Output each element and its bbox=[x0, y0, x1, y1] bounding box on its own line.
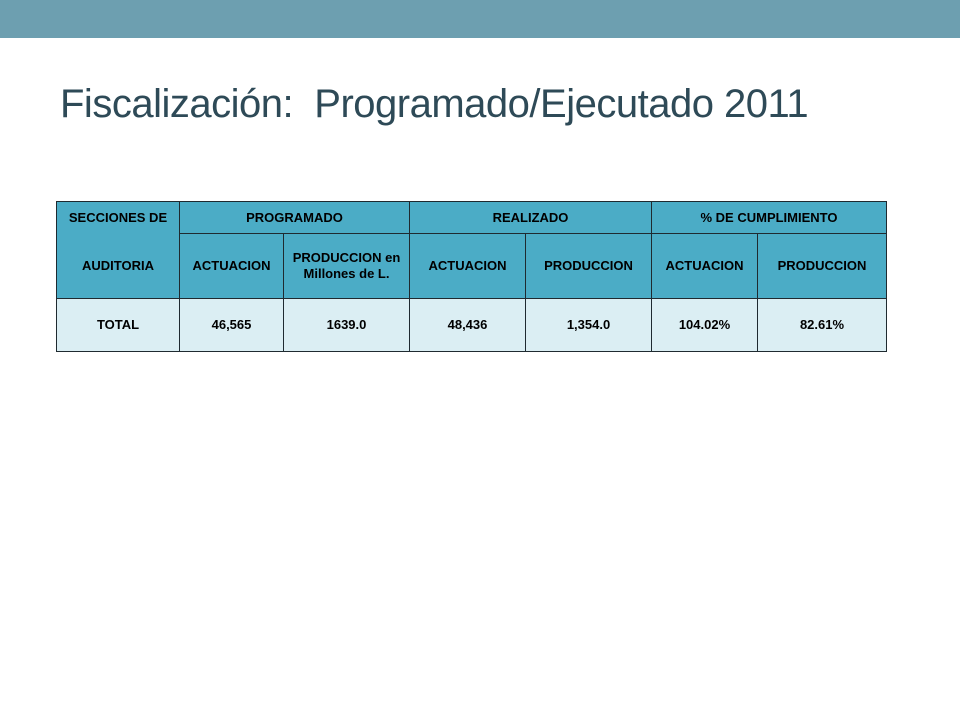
header-real-actuacion: ACTUACION bbox=[409, 233, 526, 299]
table-row-total: TOTAL 46,565 1639.0 48,436 1,354.0 104.0… bbox=[56, 298, 887, 352]
header-row-top: SECCIONES DE PROGRAMADO REALIZADO % DE C… bbox=[56, 201, 887, 234]
header-row-sub: AUDITORIA ACTUACION PRODUCCION en Millon… bbox=[56, 233, 887, 299]
header-programado: PROGRAMADO bbox=[179, 201, 410, 234]
header-cumplimiento: % DE CUMPLIMIENTO bbox=[651, 201, 887, 234]
total-label: TOTAL bbox=[56, 298, 180, 352]
header-cump-produccion: PRODUCCION bbox=[757, 233, 887, 299]
total-real-produccion: 1,354.0 bbox=[525, 298, 652, 352]
header-secciones: SECCIONES DE bbox=[56, 201, 180, 234]
header-prog-produccion: PRODUCCION en Millones de L. bbox=[283, 233, 410, 299]
top-accent-band bbox=[0, 0, 960, 38]
total-prog-produccion: 1639.0 bbox=[283, 298, 410, 352]
total-cump-actuacion: 104.02% bbox=[651, 298, 758, 352]
total-cump-produccion: 82.61% bbox=[757, 298, 887, 352]
slide-title: Fiscalización: Programado/Ejecutado 2011 bbox=[60, 82, 809, 126]
total-real-actuacion: 48,436 bbox=[409, 298, 526, 352]
fiscalization-table: SECCIONES DE PROGRAMADO REALIZADO % DE C… bbox=[56, 201, 887, 352]
header-cump-actuacion: ACTUACION bbox=[651, 233, 758, 299]
header-prog-actuacion: ACTUACION bbox=[179, 233, 284, 299]
total-prog-actuacion: 46,565 bbox=[179, 298, 284, 352]
header-auditoria: AUDITORIA bbox=[56, 233, 180, 299]
header-realizado: REALIZADO bbox=[409, 201, 652, 234]
header-real-produccion: PRODUCCION bbox=[525, 233, 652, 299]
